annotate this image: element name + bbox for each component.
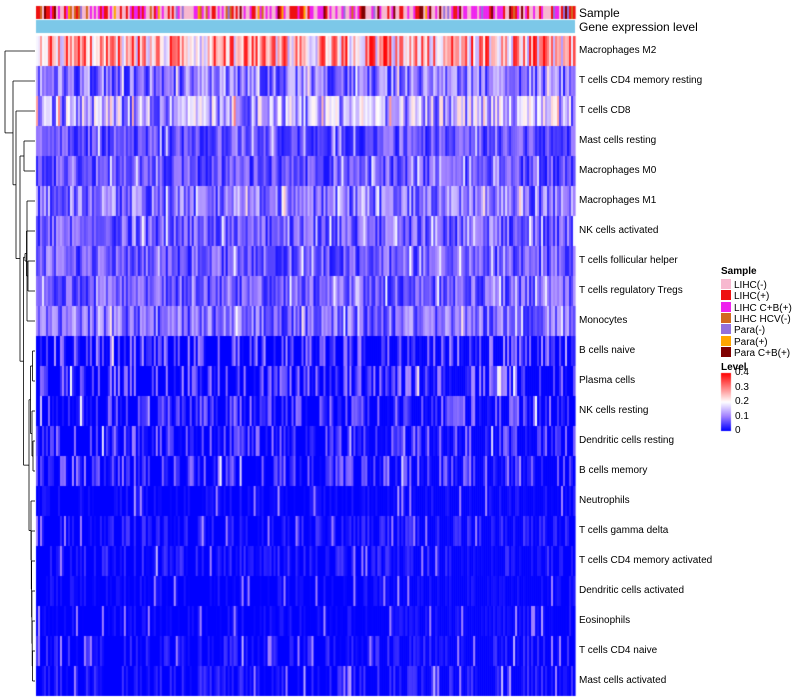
legend-swatch xyxy=(721,335,731,346)
row-label: Mast cells activated xyxy=(579,675,667,686)
legend-label: LIHC C+B(+) xyxy=(734,302,792,314)
sample-legend-item: LIHC(+) xyxy=(721,290,769,302)
legend-label: LIHC(-) xyxy=(734,280,767,291)
level-tick-label: 0 xyxy=(735,425,741,436)
legend-label: Para(+) xyxy=(734,336,768,348)
level-tick-label: 0.1 xyxy=(735,410,749,422)
gene-expression-track-label: Gene expression level xyxy=(579,20,698,34)
row-label: Monocytes xyxy=(579,315,628,326)
legend-swatch xyxy=(721,312,731,323)
row-label: T cells gamma delta xyxy=(579,525,669,536)
legend-swatch xyxy=(721,346,731,357)
row-label: Dendritic cells activated xyxy=(579,585,685,596)
legend-swatch xyxy=(721,279,731,289)
row-label: NK cells activated xyxy=(579,225,659,236)
level-tick-label: 0.3 xyxy=(735,381,749,393)
row-label: Dendritic cells resting xyxy=(579,435,675,446)
row-label: T cells CD4 memory resting xyxy=(579,75,703,86)
legend-label: Para(-) xyxy=(734,325,766,337)
row-label: Macrophages M1 xyxy=(579,195,657,206)
level-tick-label: 0.2 xyxy=(735,396,749,407)
legend-swatch xyxy=(721,290,731,301)
row-label: Plasma cells xyxy=(579,375,636,386)
row-label: Neutrophils xyxy=(579,495,630,506)
row-label: T cells CD8 xyxy=(579,105,631,116)
row-label: T cells follicular helper xyxy=(579,255,678,266)
sample-track-label: Sample xyxy=(579,6,620,20)
sample-legend-item: LIHC HCV(-) xyxy=(721,312,791,325)
legend-label: Para C+B(+) xyxy=(734,347,791,359)
sample-legend-item: Para C+B(+) xyxy=(721,346,791,359)
legend-label: LIHC HCV(-) xyxy=(734,313,791,325)
row-label: Eosinophils xyxy=(579,615,631,626)
sample-legend-item: LIHC(-) xyxy=(721,279,767,291)
row-label: B cells memory xyxy=(579,465,648,476)
row-label: B cells naive xyxy=(579,345,636,356)
legend-swatch xyxy=(721,324,731,335)
row-label: T cells CD4 memory activated xyxy=(579,555,713,566)
row-label: T cells regulatory Tregs xyxy=(579,285,683,296)
sample-legend-item: LIHC C+B(+) xyxy=(721,301,792,314)
legend-label: LIHC(+) xyxy=(734,291,770,303)
sample-legend-title: Sample xyxy=(721,266,757,277)
row-label: Macrophages M0 xyxy=(579,165,657,176)
row-label: Mast cells resting xyxy=(579,135,657,146)
legend-swatch xyxy=(721,301,731,312)
level-tick-label: 0.4 xyxy=(735,367,749,378)
row-label: T cells CD4 naive xyxy=(579,645,658,656)
row-label: NK cells resting xyxy=(579,405,649,416)
sample-legend-item: Para(-) xyxy=(721,324,765,336)
row-label: Macrophages M2 xyxy=(579,45,657,56)
level-legend-title: Level xyxy=(721,362,747,373)
sample-legend-item: Para(+) xyxy=(721,335,768,348)
